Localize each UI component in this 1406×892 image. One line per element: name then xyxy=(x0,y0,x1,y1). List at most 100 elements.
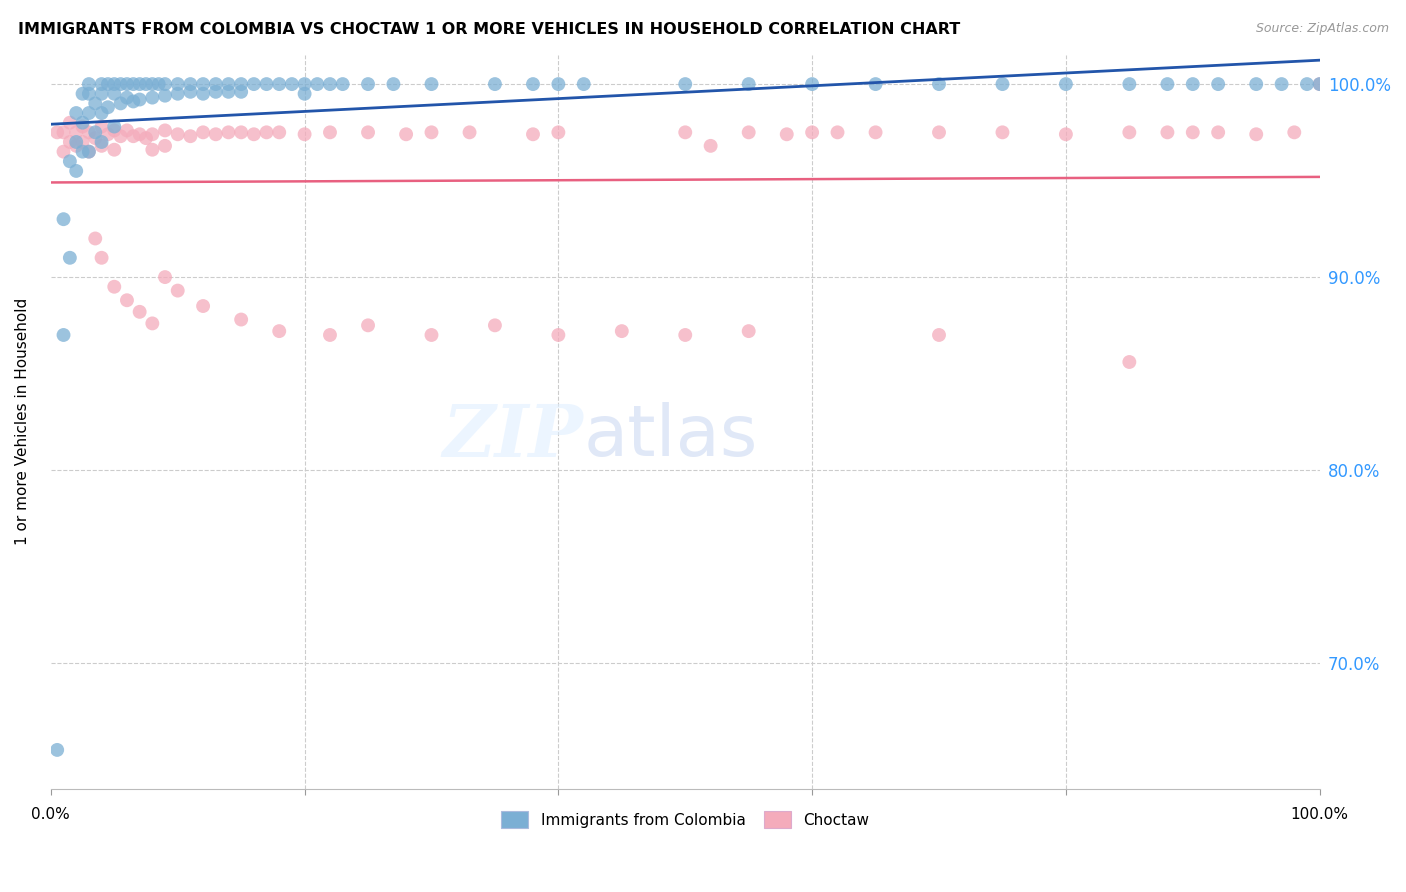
Point xyxy=(179,85,201,99)
Point xyxy=(59,154,82,169)
Point xyxy=(135,131,157,145)
Point xyxy=(179,77,201,91)
Point xyxy=(166,128,188,142)
Text: 0.0%: 0.0% xyxy=(31,807,70,822)
Point xyxy=(231,312,253,326)
Point xyxy=(1206,125,1229,139)
Point xyxy=(319,328,342,343)
Point xyxy=(72,145,94,159)
Point xyxy=(122,77,145,91)
Point xyxy=(191,77,214,91)
Point xyxy=(141,143,163,157)
Point xyxy=(928,77,950,91)
Point xyxy=(827,125,849,139)
Point xyxy=(256,77,278,91)
Point xyxy=(97,100,120,114)
Point xyxy=(801,125,824,139)
Point xyxy=(77,87,100,101)
Point xyxy=(395,128,418,142)
Point xyxy=(153,270,176,285)
Point xyxy=(115,77,138,91)
Point xyxy=(673,328,696,343)
Point xyxy=(52,145,75,159)
Point xyxy=(991,125,1014,139)
Y-axis label: 1 or more Vehicles in Household: 1 or more Vehicles in Household xyxy=(15,298,30,545)
Point xyxy=(204,85,226,99)
Point xyxy=(115,90,138,104)
Point xyxy=(72,120,94,134)
Point xyxy=(90,77,112,91)
Point xyxy=(991,77,1014,91)
Point xyxy=(65,125,87,139)
Point xyxy=(141,90,163,104)
Point xyxy=(153,139,176,153)
Point xyxy=(166,87,188,101)
Point xyxy=(1118,77,1140,91)
Point xyxy=(572,77,595,91)
Point xyxy=(319,125,342,139)
Point xyxy=(77,145,100,159)
Point xyxy=(52,125,75,139)
Point xyxy=(141,128,163,142)
Point xyxy=(281,77,304,91)
Point xyxy=(103,87,125,101)
Point xyxy=(65,106,87,120)
Point xyxy=(84,231,107,245)
Point xyxy=(319,77,342,91)
Point xyxy=(332,77,354,91)
Point xyxy=(547,77,569,91)
Point xyxy=(153,88,176,103)
Point xyxy=(191,299,214,313)
Point xyxy=(420,328,443,343)
Point xyxy=(547,125,569,139)
Point xyxy=(1054,128,1077,142)
Point xyxy=(103,77,125,91)
Point xyxy=(110,129,132,144)
Point xyxy=(128,77,150,91)
Point xyxy=(166,284,188,298)
Point xyxy=(294,128,316,142)
Text: Source: ZipAtlas.com: Source: ZipAtlas.com xyxy=(1256,22,1389,36)
Point xyxy=(737,77,759,91)
Point xyxy=(128,93,150,107)
Point xyxy=(1206,77,1229,91)
Point xyxy=(484,318,506,333)
Text: 100.0%: 100.0% xyxy=(1291,807,1348,822)
Point xyxy=(59,251,82,265)
Point xyxy=(141,317,163,331)
Point xyxy=(1118,125,1140,139)
Point xyxy=(737,324,759,338)
Point xyxy=(103,143,125,157)
Point xyxy=(217,77,239,91)
Point xyxy=(1309,77,1331,91)
Point xyxy=(128,305,150,319)
Point xyxy=(673,125,696,139)
Point xyxy=(204,77,226,91)
Point xyxy=(382,77,405,91)
Point xyxy=(103,120,125,134)
Point xyxy=(610,324,633,338)
Point xyxy=(103,123,125,137)
Text: atlas: atlas xyxy=(583,402,758,471)
Point xyxy=(97,77,120,91)
Point xyxy=(547,328,569,343)
Point xyxy=(59,135,82,149)
Point xyxy=(90,87,112,101)
Point xyxy=(1244,77,1267,91)
Point xyxy=(928,125,950,139)
Point xyxy=(77,125,100,139)
Point xyxy=(72,116,94,130)
Point xyxy=(1244,128,1267,142)
Point xyxy=(135,77,157,91)
Point xyxy=(1054,77,1077,91)
Point xyxy=(231,85,253,99)
Point xyxy=(72,135,94,149)
Point xyxy=(77,106,100,120)
Point xyxy=(122,129,145,144)
Point xyxy=(420,125,443,139)
Point xyxy=(243,128,266,142)
Point xyxy=(204,128,226,142)
Text: ZIP: ZIP xyxy=(443,401,583,472)
Point xyxy=(458,125,481,139)
Point xyxy=(52,212,75,227)
